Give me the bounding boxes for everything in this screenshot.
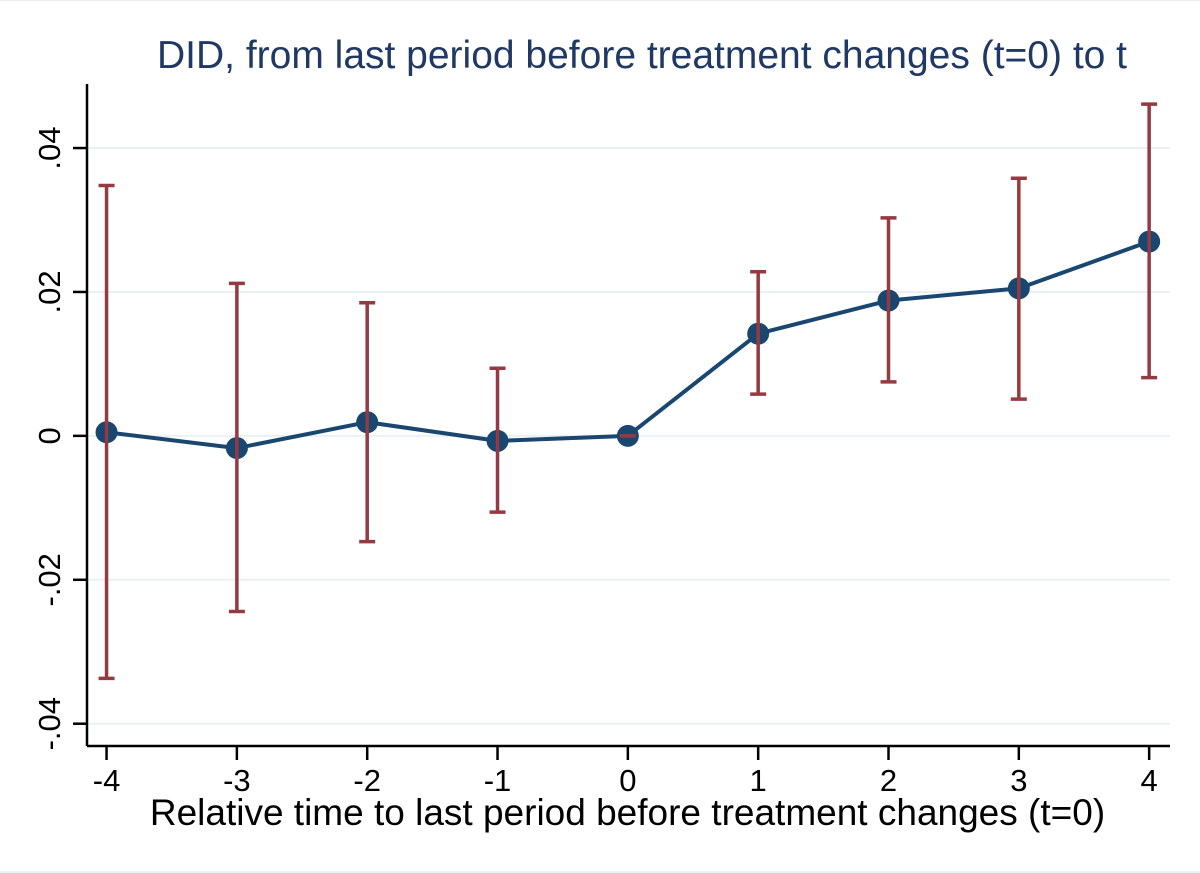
x-tick-label: -1 <box>484 763 512 798</box>
trend-line <box>106 239 1150 451</box>
x-tick-label: -3 <box>223 763 251 798</box>
x-tick-label: 4 <box>1141 763 1158 798</box>
chart-title: DID, from last period before treatment c… <box>156 34 1128 77</box>
x-tick-label: 3 <box>1010 763 1027 798</box>
y-tick-label: 0 <box>32 427 67 444</box>
x-tick-label: -4 <box>93 763 121 798</box>
y-tick-label: -.04 <box>32 697 67 750</box>
x-tick-label: 0 <box>619 763 636 798</box>
y-tick-label: -.02 <box>32 553 67 606</box>
x-axis-title: Relative time to last period before trea… <box>149 792 1106 833</box>
y-tick-label: .04 <box>32 126 67 169</box>
x-tick-label: 1 <box>750 763 767 798</box>
x-tick-label: 2 <box>880 763 897 798</box>
y-tick-label: .02 <box>32 270 67 313</box>
x-tick-label: -2 <box>353 763 381 798</box>
